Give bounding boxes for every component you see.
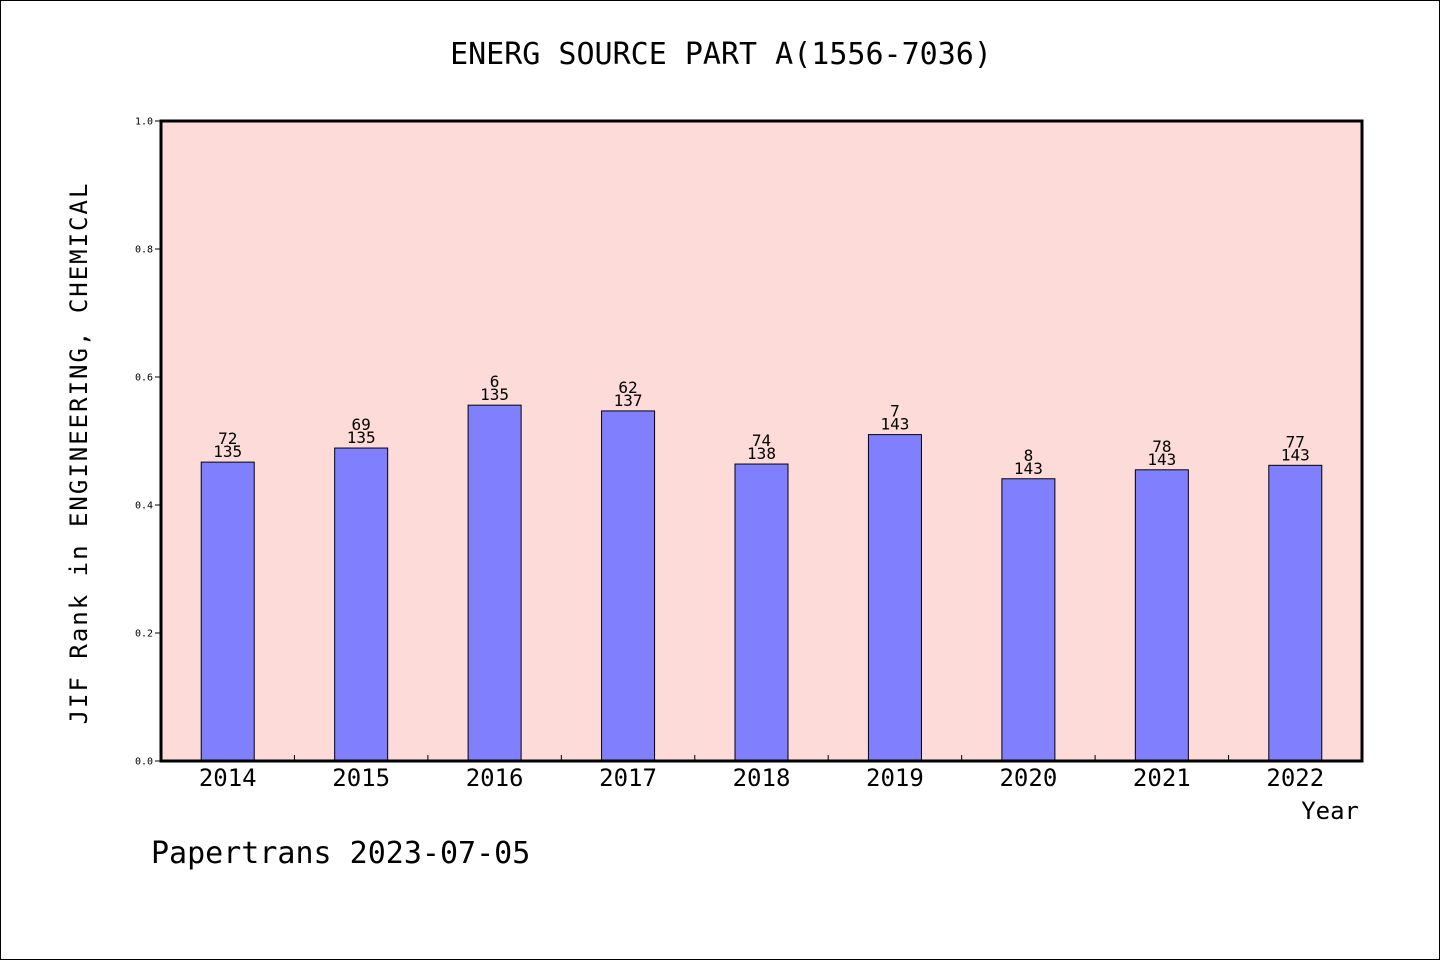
x-ticks: 2014 2015 2016 2017 2018 2019 2020 2021 2022 [199, 755, 1324, 792]
x-tick-label: 2019 [866, 764, 924, 792]
y-tick-label: 1.0 [135, 117, 153, 128]
x-tick-label: 2017 [599, 764, 657, 792]
y-tick-label: 0.8 [135, 245, 153, 256]
bar-2017 [601, 410, 656, 762]
bar-total-label: 135 [213, 442, 242, 461]
bar-rank-label: 8 [1024, 446, 1034, 465]
bars [200, 404, 1323, 762]
y-tick-label: 0.6 [135, 373, 153, 384]
bar-2016 [467, 404, 522, 762]
x-tick-label: 2020 [999, 764, 1057, 792]
bar-2018 [734, 463, 789, 762]
bar-total-label: 143 [880, 415, 909, 434]
y-tick-label: 0.4 [135, 501, 153, 512]
bar-rank-label: 6 [490, 372, 500, 391]
bar-rank-label: 62 [618, 378, 637, 397]
bar-2022 [1268, 464, 1323, 762]
x-axis-label: Year [1301, 797, 1359, 825]
bar-2014 [200, 461, 255, 762]
x-tick-label: 2016 [466, 764, 524, 792]
x-tick-label: 2022 [1266, 764, 1324, 792]
y-ticks: 0.0 0.2 0.4 0.6 0.8 1.0 [135, 117, 161, 768]
plot-border [159, 119, 1364, 763]
bar-total-label: 137 [614, 391, 643, 410]
bar-rank-label: 78 [1152, 437, 1171, 456]
x-tick-label: 2015 [332, 764, 390, 792]
bar-total-label: 143 [1147, 450, 1176, 469]
bar-total-label: 138 [747, 444, 776, 463]
bar-rank-label: 7 [890, 402, 900, 421]
bar-rank-label: 77 [1286, 432, 1305, 451]
footer-credit: Papertrans 2023-07-05 [151, 836, 531, 871]
bar-2021 [1134, 469, 1189, 762]
bar-rank-label: 69 [352, 415, 371, 434]
bar-total-label: 143 [1014, 459, 1043, 478]
bar-2020 [1001, 478, 1056, 762]
bar-total-label: 143 [1281, 445, 1310, 464]
bar-2015 [334, 447, 389, 762]
x-tick-label: 2014 [199, 764, 257, 792]
bar-total-label: 135 [480, 385, 509, 404]
x-tick-label: 2018 [733, 764, 791, 792]
bar-rank-label: 72 [218, 429, 237, 448]
y-tick-label: 0.0 [135, 757, 153, 768]
x-tick-label: 2021 [1133, 764, 1191, 792]
bar-rank-label: 74 [752, 431, 771, 450]
chart-title: ENERG SOURCE PART A(1556-7036) [450, 37, 992, 72]
bar-2019 [867, 434, 922, 762]
bar-total-label: 135 [347, 428, 376, 447]
y-tick-label: 0.2 [135, 629, 153, 640]
